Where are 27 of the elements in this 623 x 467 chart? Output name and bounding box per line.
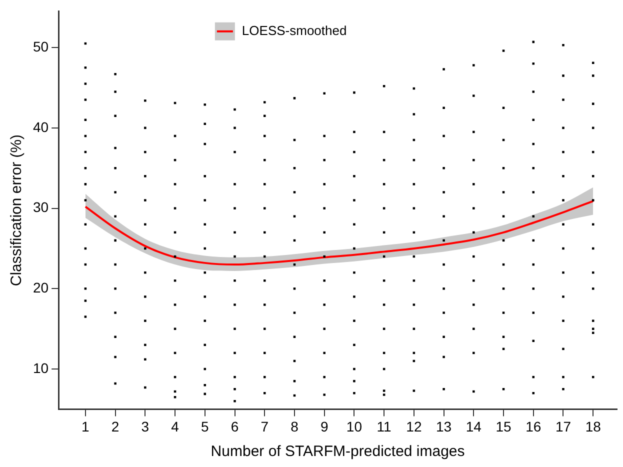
- y-tick-label: 40: [32, 118, 49, 135]
- y-tick-label: 20: [32, 280, 49, 296]
- x-axis-title: Number of STARFM-predicted images: [210, 443, 465, 460]
- x-tick-label: 5: [201, 418, 209, 434]
- x-tick-label: 2: [111, 418, 120, 434]
- y-axis-title: Classification error (%): [8, 134, 26, 286]
- x-tick-label: 8: [290, 418, 299, 434]
- y-tick-label: 10: [32, 360, 49, 376]
- x-tick-label: 7: [260, 418, 269, 434]
- x-tick-label: 10: [346, 418, 362, 434]
- x-tick-label: 14: [466, 418, 482, 434]
- x-tick-label: 6: [230, 418, 239, 434]
- x-tick-label: 18: [585, 418, 602, 434]
- line-series: [84, 200, 594, 266]
- x-tick-label: 16: [526, 418, 542, 434]
- x-tick-label: 4: [171, 418, 180, 434]
- x-tick-label: 17: [555, 418, 572, 434]
- x-tick-label: 12: [406, 418, 422, 434]
- x-tick-label: 9: [320, 418, 328, 434]
- y-tick-label: 30: [32, 199, 49, 216]
- x-tick-label: 3: [141, 418, 150, 434]
- x-tick-label: 15: [496, 418, 512, 434]
- legend-label: LOESS-smoothed: [242, 22, 347, 38]
- x-tick-label: 11: [376, 418, 392, 434]
- x-tick-label: 13: [436, 418, 452, 434]
- x-tick-label: 1: [82, 418, 90, 434]
- y-tick-label: 50: [32, 38, 49, 54]
